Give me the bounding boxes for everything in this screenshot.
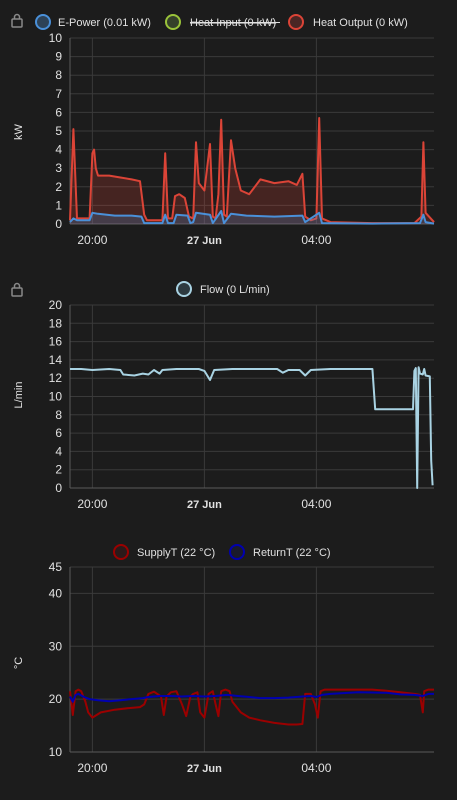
y-tick-label: 20: [49, 298, 63, 312]
y-tick-label: 8: [55, 408, 62, 422]
series-line-heat: [69, 117, 435, 225]
x-tick-label: 20:00: [77, 233, 107, 247]
y-tick-label: 3: [55, 161, 62, 175]
plot-area: 10 20 30 40 45 20:00 27 Jun 04:00: [49, 560, 434, 775]
series-line-returnt: [69, 691, 434, 703]
y-tick-label: 0: [55, 217, 62, 231]
legend-item-return-temp[interactable]: ReturnT (22 °C): [229, 544, 331, 560]
x-tick-label: 20:00: [77, 761, 107, 775]
x-tick-label: 27 Jun: [187, 763, 222, 775]
y-tick-label: 10: [49, 390, 63, 404]
plot-area: 0 1 2 3 4 5 6 7 8 9 10 20:00 27 Jun 04:00: [49, 31, 435, 247]
series-area-heat: [70, 118, 434, 224]
legend-label: Flow (0 L/min): [200, 284, 270, 296]
y-tick-label: 6: [55, 105, 62, 119]
legend-label: E-Power (0.01 kW): [58, 17, 151, 29]
y-tick-label: 30: [49, 639, 63, 653]
y-tick-label: 7: [55, 87, 62, 101]
legend-item-supply-temp[interactable]: SupplyT (22 °C): [113, 544, 215, 560]
y-tick-label: 14: [49, 353, 63, 367]
y-tick-label: 5: [55, 124, 62, 138]
x-tick-label: 04:00: [301, 233, 331, 247]
power-chart: E-Power (0.01 kW) Heat Input (0 kW) Heat…: [11, 13, 435, 247]
y-tick-label: 20: [49, 692, 63, 706]
lock-icon[interactable]: [11, 282, 23, 297]
y-tick-label: 18: [49, 316, 63, 330]
legend-item-flow[interactable]: Flow (0 L/min): [176, 281, 270, 297]
series-line-flow: [70, 366, 434, 489]
y-tick-label: 10: [49, 745, 63, 759]
y-tick-label: 2: [55, 180, 62, 194]
chart-legend: Flow (0 L/min): [176, 281, 270, 297]
legend-item-heat-input[interactable]: Heat Input (0 kW): [165, 14, 280, 30]
y-tick-label: 9: [55, 50, 62, 64]
x-tick-label: 20:00: [77, 497, 107, 511]
series-line-supplyt: [69, 688, 434, 726]
x-tick-label: 04:00: [301, 761, 331, 775]
y-tick-label: 4: [55, 143, 62, 157]
x-tick-label: 04:00: [301, 497, 331, 511]
y-tick-label: 2: [55, 463, 62, 477]
series-line-e-power: [69, 210, 435, 225]
y-tick-label: 45: [49, 560, 63, 574]
y-tick-label: 8: [55, 68, 62, 82]
y-tick-label: 40: [49, 586, 63, 600]
plot-area: 0 2 4 6 8 10 12 14 16 18 20 20:00 27 Jun 04:00: [49, 298, 434, 511]
y-tick-label: 6: [55, 426, 62, 440]
legend-item-heat-output[interactable]: Heat Output (0 kW): [288, 14, 408, 30]
legend-label: SupplyT (22 °C): [137, 547, 215, 559]
y-axis-label: °C: [13, 657, 25, 669]
x-tick-label: 27 Jun: [187, 499, 222, 511]
legend-label: Heat Output (0 kW): [313, 17, 408, 29]
chart-legend: E-Power (0.01 kW) Heat Input (0 kW) Heat…: [35, 14, 408, 30]
flow-chart: Flow (0 L/min) L/min 0 2 4 6 8 10 12 14 16 18 20 20…: [11, 281, 434, 511]
legend-label: ReturnT (22 °C): [253, 547, 331, 559]
y-axis-label: kW: [13, 123, 25, 140]
chart-legend: SupplyT (22 °C) ReturnT (22 °C): [113, 544, 331, 560]
lock-icon[interactable]: [11, 13, 23, 28]
y-tick-label: 1: [55, 198, 62, 212]
series-area-e-power: [70, 211, 434, 224]
y-axis-label: L/min: [13, 382, 25, 409]
y-tick-label: 10: [49, 31, 63, 45]
x-tick-label: 27 Jun: [187, 235, 222, 247]
y-tick-label: 16: [49, 335, 63, 349]
temperature-chart: SupplyT (22 °C) ReturnT (22 °C) °C 10 20 3…: [13, 544, 434, 775]
y-tick-label: 0: [55, 481, 62, 495]
legend-item-e-power[interactable]: E-Power (0.01 kW): [35, 14, 151, 30]
y-tick-label: 4: [55, 444, 62, 458]
y-tick-label: 12: [49, 371, 63, 385]
